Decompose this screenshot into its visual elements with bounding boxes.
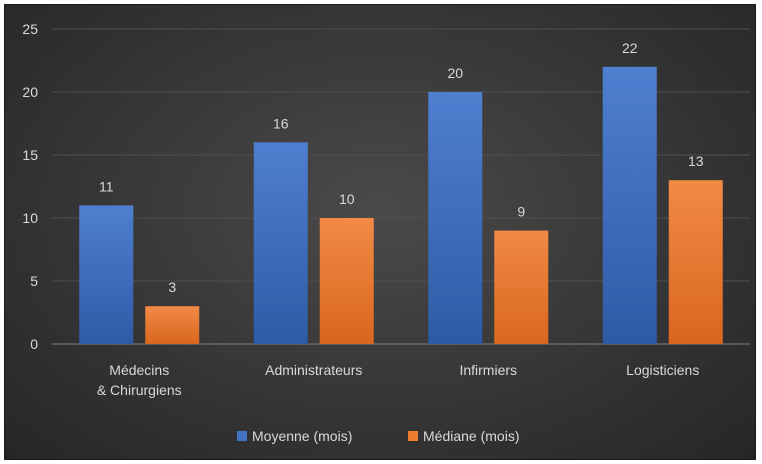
bar-mediane bbox=[319, 218, 374, 344]
data-label: 13 bbox=[688, 153, 704, 169]
y-tick-label: 25 bbox=[22, 21, 38, 37]
y-tick-label: 20 bbox=[22, 84, 38, 100]
bar-moyenne bbox=[602, 66, 657, 345]
bar-moyenne bbox=[79, 205, 134, 344]
bars bbox=[79, 66, 723, 345]
data-label: 20 bbox=[447, 65, 463, 81]
legend-swatch bbox=[408, 431, 418, 441]
data-label: 11 bbox=[99, 178, 114, 194]
y-axis: 0 5 10 15 20 25 bbox=[22, 21, 38, 352]
bar-moyenne bbox=[428, 92, 483, 344]
legend-label: Médiane (mois) bbox=[423, 428, 519, 444]
bar-mediane bbox=[668, 180, 723, 344]
legend-label: Moyenne (mois) bbox=[252, 428, 352, 444]
data-label: 22 bbox=[622, 40, 638, 56]
data-label: 10 bbox=[339, 191, 355, 207]
y-tick-label: 10 bbox=[22, 210, 38, 226]
legend: Moyenne (mois) Médiane (mois) bbox=[237, 428, 519, 444]
y-tick-label: 15 bbox=[22, 147, 38, 163]
x-axis: Médecins & Chirurgiens Administrateurs Infi… bbox=[97, 362, 699, 398]
data-labels: 11 3 16 10 20 9 22 13 bbox=[99, 40, 704, 295]
bar-mediane bbox=[145, 306, 200, 344]
x-tick-label: Administrateurs bbox=[265, 362, 362, 378]
legend-swatch bbox=[237, 431, 247, 441]
y-tick-label: 0 bbox=[30, 336, 38, 352]
data-label: 3 bbox=[168, 279, 176, 295]
x-tick-label: Logisticiens bbox=[626, 362, 699, 378]
bar-mediane bbox=[494, 230, 549, 344]
y-tick-label: 5 bbox=[30, 273, 38, 289]
data-label: 16 bbox=[273, 115, 289, 131]
data-label: 9 bbox=[517, 204, 525, 220]
x-tick-label: Infirmiers bbox=[459, 362, 517, 378]
x-tick-label: Médecins & Chirurgiens bbox=[97, 362, 182, 398]
bar-moyenne bbox=[253, 142, 308, 344]
